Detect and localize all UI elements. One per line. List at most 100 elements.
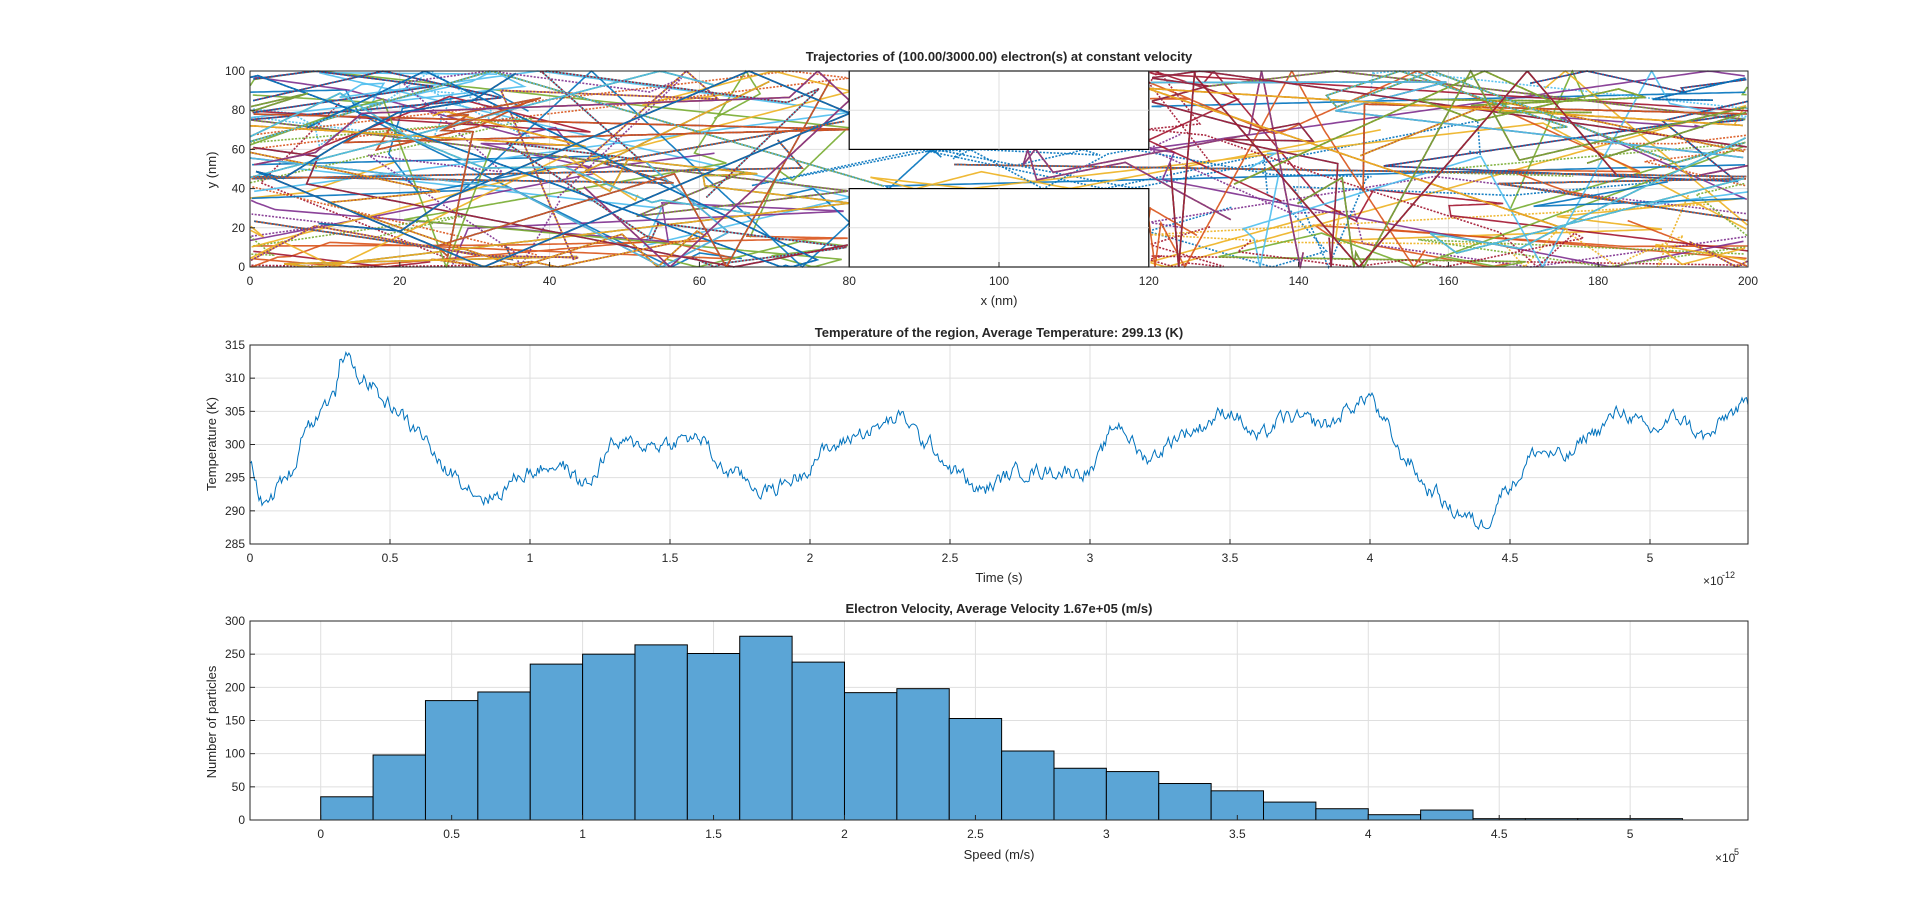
- y-tick-label: 285: [225, 537, 245, 551]
- x-tick-label: 0: [247, 274, 254, 288]
- trajectory-line: [250, 69, 1747, 269]
- trajectory-line: [1233, 70, 1646, 185]
- trajectory-line: [1022, 69, 1304, 270]
- temperature-x-multiplier-exponent: -12: [1722, 570, 1735, 580]
- temperature-title: Temperature of the region, Average Tempe…: [815, 325, 1183, 340]
- velocity-ylabel: Number of particles: [204, 665, 219, 778]
- histogram-bar: [843, 692, 898, 821]
- histogram-bar: [1105, 771, 1160, 821]
- y-tick-label: 200: [225, 680, 245, 694]
- y-tick-label: 310: [225, 371, 245, 385]
- histogram-bar: [896, 688, 950, 821]
- y-tick-label: 315: [225, 338, 245, 352]
- trajectory-xlabel: x (nm): [981, 293, 1018, 308]
- x-tick-label: 4: [1365, 827, 1372, 841]
- temperature-ylabel: Temperature (K): [204, 397, 219, 491]
- velocity-histogram: Electron Velocity, Average Velocity 1.67…: [204, 601, 1749, 865]
- y-tick-label: 295: [225, 471, 245, 485]
- x-tick-label: 1: [579, 827, 586, 841]
- histogram-bar: [739, 635, 793, 821]
- x-tick-label: 4.5: [1491, 827, 1508, 841]
- trajectory-line: [249, 117, 1748, 268]
- x-tick-label: 3.5: [1222, 551, 1239, 565]
- y-tick-label: 150: [225, 714, 245, 728]
- velocity-bars: [320, 635, 1684, 821]
- histogram-bar: [1053, 767, 1107, 821]
- velocity-x-multiplier: ×10: [1715, 851, 1736, 865]
- y-tick-label: 100: [225, 747, 245, 761]
- histogram-bar: [477, 691, 531, 821]
- x-tick-label: 200: [1738, 274, 1758, 288]
- x-tick-label: 2: [807, 551, 814, 565]
- temperature-axes-frame: [249, 344, 1749, 545]
- x-tick-label: 4.5: [1502, 551, 1519, 565]
- y-tick-label: 80: [232, 103, 246, 117]
- y-tick-label: 0: [238, 813, 245, 827]
- x-tick-label: 100: [989, 274, 1009, 288]
- histogram-bar: [1001, 750, 1055, 821]
- x-tick-label: 4: [1367, 551, 1374, 565]
- temperature-line: [249, 351, 1749, 531]
- histogram-bar: [1315, 808, 1369, 821]
- y-tick-label: 40: [232, 182, 246, 196]
- trajectory-line: [435, 79, 832, 268]
- x-tick-label: 180: [1588, 274, 1608, 288]
- x-tick-label: 0.5: [443, 827, 460, 841]
- x-tick-label: 140: [1289, 274, 1309, 288]
- histogram-bar: [529, 663, 584, 821]
- x-tick-label: 2.5: [942, 551, 959, 565]
- temperature-grid: [249, 344, 1748, 545]
- y-tick-label: 60: [232, 142, 246, 156]
- trajectory-line: [253, 70, 1748, 268]
- obstacle-boxes: [848, 70, 1150, 268]
- trajectory-line: [1148, 70, 1586, 268]
- y-tick-label: 290: [225, 504, 245, 518]
- x-tick-label: 3: [1087, 551, 1094, 565]
- x-tick-label: 0: [317, 827, 324, 841]
- histogram-bar: [372, 754, 426, 821]
- y-tick-label: 300: [225, 438, 245, 452]
- trajectory-line: [251, 70, 1747, 256]
- trajectory-line: [751, 119, 1482, 268]
- x-tick-label: 160: [1438, 274, 1458, 288]
- y-tick-label: 20: [232, 221, 246, 235]
- histogram-bar: [948, 718, 1003, 821]
- trajectory-line: [505, 70, 847, 268]
- x-tick-label: 5: [1647, 551, 1654, 565]
- histogram-bar: [320, 796, 374, 821]
- temperature-ticks: 0 0.5 1 1.5 2 2.5 3 3.5 4 4.5 5 285 290 295 300 305 310 3…: [225, 338, 1654, 565]
- histogram-bar: [424, 700, 479, 821]
- trajectory-line: [251, 139, 1748, 261]
- trajectory-line: [253, 120, 1747, 184]
- trajectory-lines: [249, 69, 1748, 270]
- histogram-bar: [1367, 814, 1422, 821]
- histogram-bar: [1263, 801, 1317, 821]
- x-tick-label: 2: [841, 827, 848, 841]
- x-tick-label: 1: [527, 551, 534, 565]
- x-tick-label: 20: [393, 274, 407, 288]
- trajectory-line: [1169, 70, 1618, 268]
- temperature-plot: Temperature of the region, Average Tempe…: [204, 325, 1749, 588]
- trajectory-title: Trajectories of (100.00/3000.00) electro…: [806, 49, 1193, 64]
- x-tick-label: 120: [1139, 274, 1159, 288]
- x-tick-label: 0.5: [382, 551, 399, 565]
- x-tick-label: 5: [1627, 827, 1634, 841]
- x-tick-label: 2.5: [967, 827, 984, 841]
- trajectory-line: [249, 99, 1745, 268]
- trajectory-line: [284, 80, 850, 268]
- trajectory-ylabel: y (nm): [204, 152, 219, 189]
- y-tick-label: 305: [225, 404, 245, 418]
- trajectory-line: [255, 70, 850, 268]
- x-tick-label: 80: [843, 274, 857, 288]
- y-tick-label: 250: [225, 647, 245, 661]
- trajectory-line: [250, 70, 1746, 217]
- histogram-bar: [686, 653, 741, 821]
- x-tick-label: 3: [1103, 827, 1110, 841]
- trajectory-plot: Trajectories of (100.00/3000.00) electro…: [204, 49, 1758, 308]
- x-tick-label: 1.5: [662, 551, 679, 565]
- trajectory-line: [1151, 194, 1709, 269]
- x-tick-label: 3.5: [1229, 827, 1246, 841]
- histogram-bar: [1420, 809, 1474, 821]
